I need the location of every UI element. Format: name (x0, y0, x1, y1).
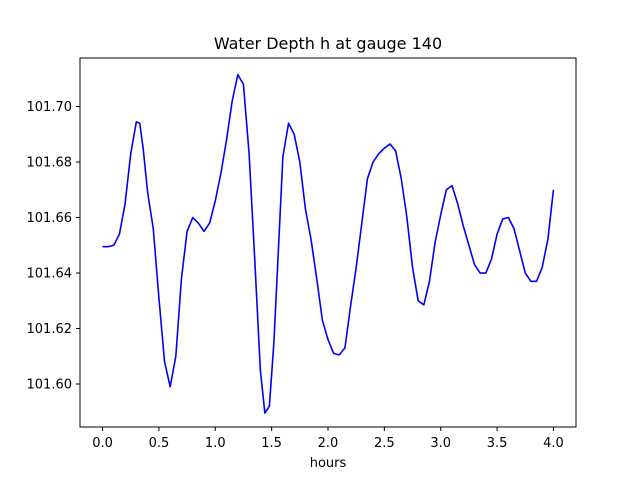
plot-area (102, 73, 555, 414)
x-axis-label: hours (310, 456, 347, 471)
x-tick-label: 0.5 (149, 436, 170, 451)
series-line-0 (102, 73, 555, 414)
y-axis: 101.60 101.62 101.64 101.66 101.68 101.70 (27, 100, 80, 392)
x-tick-label: 2.5 (374, 436, 395, 451)
y-tick-label: 101.70 (27, 100, 73, 115)
y-tick-label: 101.62 (27, 322, 73, 337)
x-tick-label: 3.5 (487, 436, 508, 451)
y-tick-label: 101.60 (27, 377, 73, 392)
x-axis: 0.0 0.5 1.0 1.5 2.0 2.5 3.0 3.5 4.0 (92, 427, 564, 451)
x-tick-label: 1.0 (205, 436, 226, 451)
x-tick-label: 4.0 (543, 436, 564, 451)
y-tick-label: 101.64 (27, 267, 73, 282)
x-tick-label: 0.0 (92, 436, 113, 451)
x-tick-label: 3.0 (430, 436, 451, 451)
y-tick-label: 101.68 (27, 156, 73, 171)
y-tick-label: 101.66 (27, 211, 73, 226)
x-tick-label: 2.0 (318, 436, 339, 451)
x-tick-label: 1.5 (261, 436, 282, 451)
chart-title: Water Depth h at gauge 140 (214, 34, 442, 53)
